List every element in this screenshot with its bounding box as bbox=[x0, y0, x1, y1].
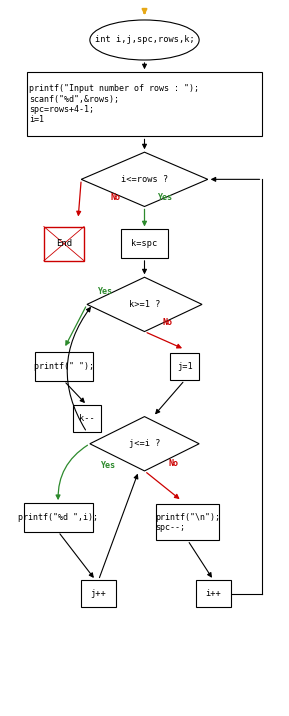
Text: No: No bbox=[162, 318, 173, 326]
Text: k--: k-- bbox=[79, 415, 95, 423]
Text: printf("\n");
spc--;: printf("\n"); spc--; bbox=[155, 513, 220, 532]
Text: Yes: Yes bbox=[157, 193, 172, 202]
Text: printf("Input number of rows : ");
scanf("%d",&rows);
spc=rows+4-1;
i=1: printf("Input number of rows : "); scanf… bbox=[29, 84, 199, 125]
Text: No: No bbox=[111, 193, 121, 202]
FancyBboxPatch shape bbox=[156, 505, 219, 541]
Text: printf("%d ",i);: printf("%d ",i); bbox=[18, 513, 98, 522]
FancyBboxPatch shape bbox=[24, 503, 93, 532]
FancyBboxPatch shape bbox=[196, 580, 231, 607]
Text: No: No bbox=[168, 459, 178, 468]
FancyBboxPatch shape bbox=[35, 352, 93, 381]
Text: i<=rows ?: i<=rows ? bbox=[121, 175, 168, 184]
Text: j=1: j=1 bbox=[177, 362, 193, 371]
FancyBboxPatch shape bbox=[171, 353, 199, 380]
Text: k=spc: k=spc bbox=[131, 239, 158, 248]
FancyBboxPatch shape bbox=[44, 226, 84, 261]
FancyBboxPatch shape bbox=[73, 405, 101, 432]
Text: j<=i ?: j<=i ? bbox=[129, 439, 160, 448]
Text: k>=1 ?: k>=1 ? bbox=[129, 300, 160, 309]
Text: i++: i++ bbox=[206, 589, 221, 599]
FancyBboxPatch shape bbox=[27, 72, 262, 137]
FancyBboxPatch shape bbox=[81, 580, 116, 607]
FancyBboxPatch shape bbox=[121, 229, 168, 258]
Text: printf(" ");: printf(" "); bbox=[34, 362, 94, 371]
Text: int i,j,spc,rows,k;: int i,j,spc,rows,k; bbox=[95, 36, 194, 44]
Text: Yes: Yes bbox=[97, 287, 112, 296]
Text: j++: j++ bbox=[91, 589, 106, 599]
Text: End: End bbox=[56, 239, 72, 248]
Text: Yes: Yes bbox=[100, 460, 115, 470]
